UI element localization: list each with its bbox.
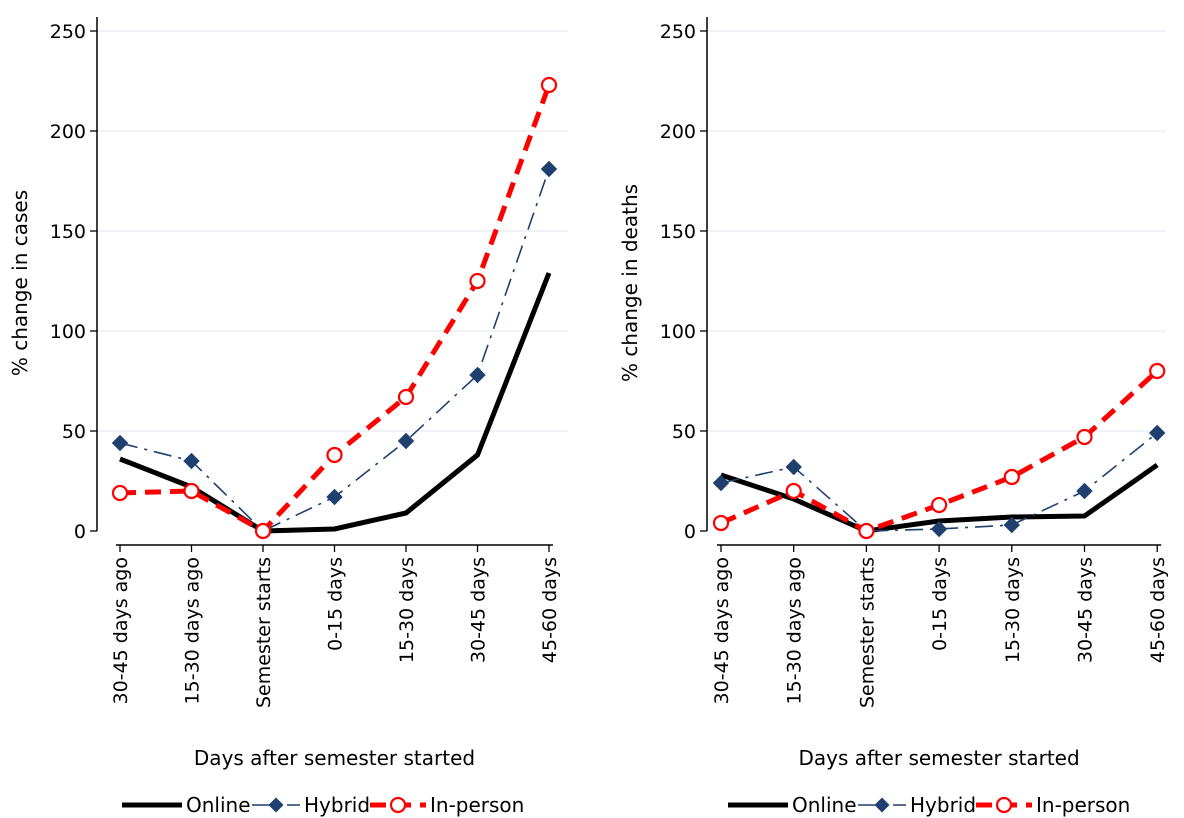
series-line-hybrid: [119, 168, 550, 532]
x-axis-title: Days after semester started: [799, 746, 1080, 770]
legend-marker-circle: [995, 796, 1013, 814]
data-point-hybrid: [1148, 424, 1166, 442]
data-point-in-person: [785, 482, 802, 500]
y-tick-label: 0: [684, 521, 696, 543]
x-axis-title: Days after semester started: [194, 746, 475, 770]
y-axis-title: % change in cases: [8, 190, 32, 376]
x-tick-label: 0-15 days: [325, 557, 347, 651]
y-tick-label: 200: [50, 121, 86, 143]
data-point-in-person: [326, 446, 343, 464]
legend-marker-circle: [389, 796, 407, 814]
data-point-hybrid: [1003, 516, 1021, 534]
data-point-in-person: [1003, 468, 1020, 486]
x-tick-label: 30-45 days ago: [711, 557, 733, 704]
data-point-in-person: [397, 388, 415, 406]
y-tick-label: 100: [660, 321, 696, 343]
legend-marker-diamond: [268, 797, 284, 813]
y-tick-label: 250: [660, 21, 696, 43]
data-point-in-person: [183, 482, 200, 500]
legend: Online Hybrid In-person: [122, 793, 524, 817]
y-tick-label: 150: [660, 221, 696, 243]
data-point-hybrid: [111, 434, 129, 452]
x-tick-label: 15-30 days: [396, 557, 418, 663]
x-tick-label: 30-45 days: [1075, 557, 1097, 663]
data-point-in-person: [1076, 428, 1093, 446]
y-tick-label: 100: [50, 321, 86, 343]
y-tick-label: 50: [672, 421, 696, 443]
data-point-hybrid: [469, 366, 486, 384]
y-tick-label: 200: [660, 121, 696, 143]
legend-label-hybrid: Hybrid: [304, 793, 370, 817]
x-tick-label: 15-30 days ago: [182, 557, 204, 704]
data-point-in-person: [540, 76, 558, 94]
x-tick-label: Semester starts: [253, 557, 275, 708]
data-point-in-person: [1149, 362, 1166, 380]
data-point-hybrid: [183, 452, 200, 470]
x-tick-label: 0-15 days: [929, 557, 951, 651]
legend: Online Hybrid In-person: [728, 793, 1130, 817]
y-tick-label: 50: [62, 421, 86, 443]
legend-label-hybrid: Hybrid: [910, 793, 976, 817]
x-tick-label: 15-30 days: [1002, 557, 1024, 663]
y-tick-label: 0: [74, 521, 86, 543]
data-point-in-person: [254, 522, 272, 540]
data-point-hybrid: [712, 474, 730, 492]
y-axis-title: % change in deaths: [618, 184, 642, 382]
data-point-hybrid: [540, 160, 558, 178]
data-point-in-person: [712, 514, 730, 532]
series-line-hybrid: [720, 432, 1158, 532]
legend-marker-diamond: [874, 797, 890, 813]
x-tick-label: Semester starts: [856, 557, 878, 708]
data-point-in-person: [930, 496, 948, 514]
x-tick-label: 15-30 days ago: [784, 557, 806, 704]
series-line-in-person: [119, 84, 552, 534]
data-point-hybrid: [397, 432, 415, 450]
x-tick-label: 45-60 days: [539, 557, 561, 663]
data-point-in-person: [469, 272, 486, 290]
legend-label-online: Online: [792, 793, 857, 817]
x-tick-label: 45-60 days: [1147, 557, 1169, 663]
legend-label-in-person: In-person: [1036, 793, 1130, 817]
legend-label-in-person: In-person: [430, 793, 524, 817]
data-point-hybrid: [930, 520, 948, 538]
data-point-hybrid: [326, 488, 343, 506]
legend-label-online: Online: [186, 793, 251, 817]
x-tick-label: 30-45 days ago: [110, 557, 132, 704]
data-point-hybrid: [1076, 482, 1093, 500]
data-point-in-person: [111, 484, 129, 502]
chart-panel-1: 0 50 100 150 200 250 30-45 days ago 15-30 days …: [8, 17, 568, 817]
data-point-hybrid: [785, 458, 802, 476]
chart-panel-2: 0 50 100 150 200 250 30-45 days ago 15-30 days …: [618, 17, 1169, 817]
y-tick-label: 250: [50, 21, 86, 43]
x-tick-label: 30-45 days: [468, 557, 490, 663]
y-tick-label: 150: [50, 221, 86, 243]
data-point-in-person: [858, 522, 875, 540]
